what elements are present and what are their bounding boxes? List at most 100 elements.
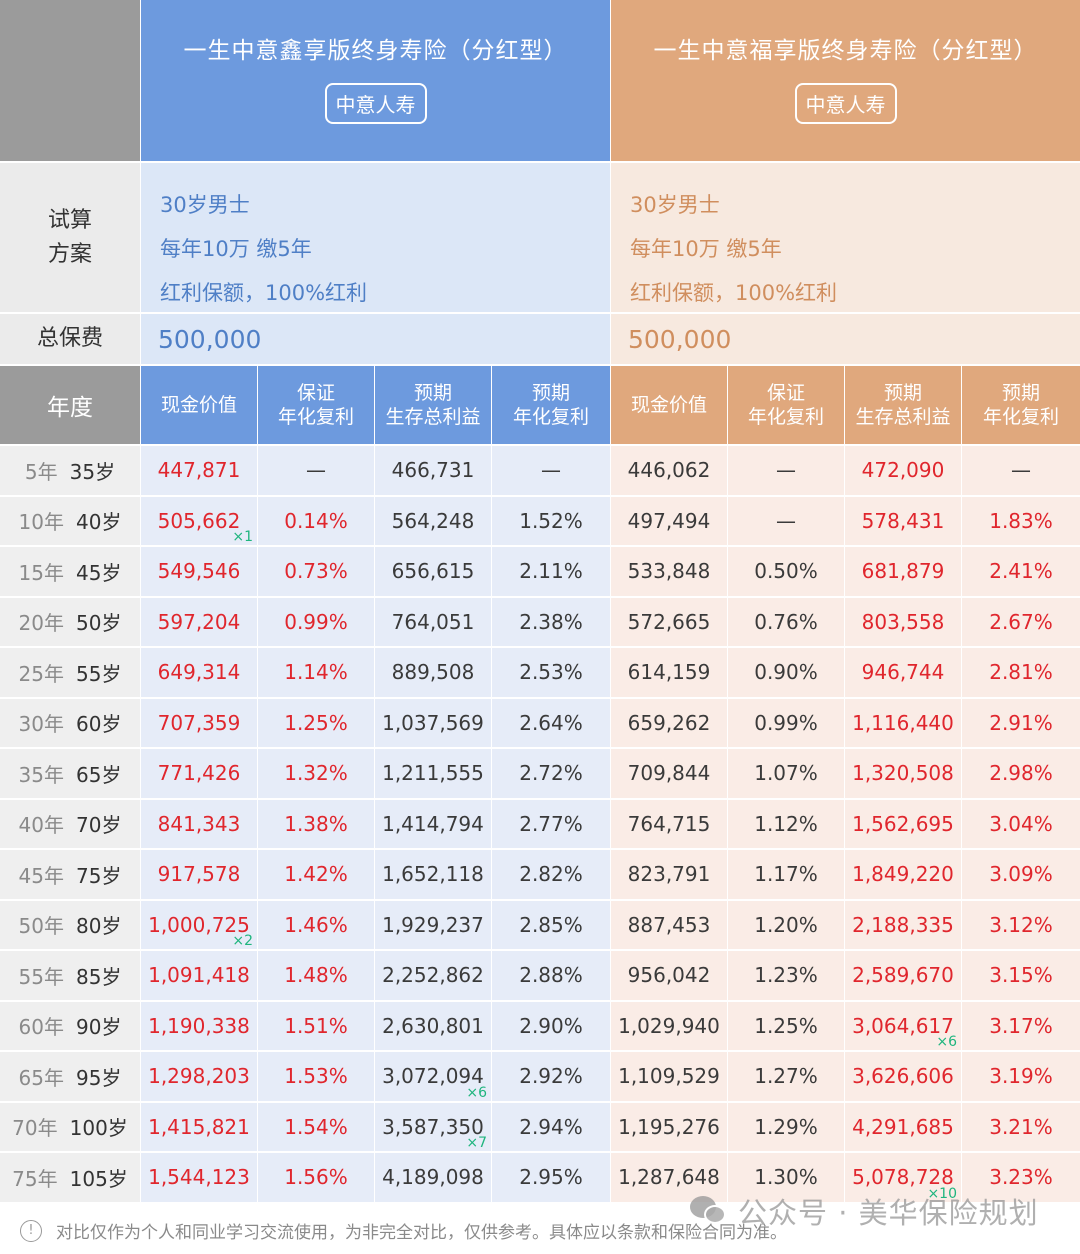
product-b-total-benefit: 1,849,220	[845, 850, 961, 899]
product-a-cash-value: 1,415,821	[141, 1102, 257, 1151]
product-b-total-benefit: 2,188,335	[845, 900, 961, 949]
cell-value: 1.14%	[284, 660, 348, 685]
multiplier-badge: ×6	[936, 1034, 957, 1050]
cell-value: 887,453	[627, 912, 711, 937]
premium-label: 总保费	[0, 314, 140, 364]
product-header-row: 一生中意鑫享版终身寿险（分红型） 中意人寿 一生中意福享版终身寿险（分红型） 中…	[0, 0, 1080, 161]
product-a-cash-value: 1,091,418	[141, 951, 257, 1000]
cell-value: 3,064,617	[852, 1013, 954, 1038]
policy-year-cell: 65年 95岁	[0, 1052, 140, 1101]
cell-value: 0.14%	[284, 508, 348, 533]
product-b-cash-value: 1,029,940	[611, 1001, 727, 1050]
cell-value: 1.54%	[284, 1114, 348, 1139]
insured-age: 35岁	[69, 459, 116, 484]
cell-value: 764,051	[391, 609, 475, 634]
product-b-cash-value: 823,791	[611, 850, 727, 899]
product-b-cash-value: 572,665	[611, 597, 727, 646]
cell-value: 549,546	[157, 559, 241, 584]
table-row: 15年 45岁 549,546 0.73% 656,615 2.11% 533,848 0.5…	[0, 547, 1080, 596]
product-a-expected-rate: 2.90%	[492, 1001, 610, 1050]
cell-value: 1,116,440	[852, 710, 954, 735]
cell-value: 1.42%	[284, 862, 348, 887]
cell-value: 4,189,098	[382, 1165, 484, 1190]
insured-age: 90岁	[76, 1015, 122, 1040]
cell-value: 4,291,685	[852, 1114, 954, 1139]
disclaimer: ! 对比仅作为个人和同业学习交流使用，为非完全对比，仅供参考。具体应以条款和保险…	[20, 1218, 787, 1243]
product-b-expected-rate: 3.12%	[962, 900, 1080, 949]
cell-value: 2.81%	[989, 660, 1053, 685]
cell-value: 1.83%	[989, 508, 1053, 533]
product-b-expected-rate: 3.15%	[962, 951, 1080, 1000]
plan-dividend: 红利保额，100%红利	[160, 281, 368, 305]
cell-value: 472,090	[861, 458, 945, 483]
policy-year: 65年	[18, 1065, 64, 1090]
cell-value: 2.90%	[519, 1013, 583, 1038]
product-a-guaranteed-rate: 1.48%	[258, 951, 374, 1000]
cell-value: 917,578	[157, 862, 241, 887]
plan-payment: 每年10万 缴5年	[160, 237, 312, 261]
col-header-text: 年化复利	[277, 406, 354, 428]
cell-value: 505,662	[157, 508, 241, 533]
product-a-total-benefit: 4,189,098	[375, 1153, 491, 1202]
cell-value: 2.72%	[519, 761, 583, 786]
cell-value: 466,731	[391, 458, 475, 483]
cell-value: 533,848	[627, 559, 711, 584]
plan-age: 30岁男士	[630, 193, 720, 217]
product-a-header: 一生中意鑫享版终身寿险（分红型） 中意人寿	[141, 0, 610, 161]
product-b-expected-rate: 3.09%	[962, 850, 1080, 899]
product-b-cash-value: 764,715	[611, 799, 727, 848]
policy-year-cell: 30年 60岁	[0, 698, 140, 747]
product-b-expected-rate: 3.21%	[962, 1102, 1080, 1151]
product-b-guaranteed-rate: —	[728, 446, 844, 495]
cell-value: 564,248	[391, 508, 475, 533]
policy-year: 30年	[18, 712, 64, 737]
cell-value: 709,844	[627, 761, 711, 786]
plan-label-line1: 试算	[47, 207, 92, 233]
product-b-guaranteed-rate: 1.25%	[728, 1001, 844, 1050]
cell-value: 1,929,237	[382, 912, 484, 937]
product-b-total-benefit: 578,431	[845, 496, 961, 545]
product-b-cash-value: 533,848	[611, 547, 727, 596]
insured-age: 55岁	[76, 661, 122, 686]
table-row: 40年 70岁 841,343 1.38% 1,414,794 2.77% 764,715 1…	[0, 799, 1080, 848]
col-header-text: 预期	[883, 382, 922, 404]
product-a-expected-rate: 2.64%	[492, 698, 610, 747]
cell-value: 446,062	[627, 458, 711, 483]
product-a-guaranteed-rate: 1.14%	[258, 648, 374, 697]
product-b-total-benefit: 946,744	[845, 648, 961, 697]
table-row: 55年 85岁 1,091,418 1.48% 2,252,862 2.88% 956,04…	[0, 951, 1080, 1000]
multiplier-badge: ×7	[466, 1135, 487, 1151]
cell-value: 2,589,670	[852, 963, 954, 988]
policy-year: 70年	[12, 1116, 58, 1141]
product-b-expected-rate: 2.91%	[962, 698, 1080, 747]
product-a-cash-value: 549,546	[141, 547, 257, 596]
product-a-expected-rate: 2.53%	[492, 648, 610, 697]
policy-year-cell: 45年 75岁	[0, 850, 140, 899]
product-a-guaranteed-rate: 0.99%	[258, 597, 374, 646]
product-a-total-benefit: 466,731	[375, 446, 491, 495]
insured-age: 50岁	[76, 611, 122, 636]
premium-row: 总保费 500,000 500,000	[0, 314, 1080, 364]
disclaimer-text: 对比仅作为个人和同业学习交流使用，为非完全对比，仅供参考。具体应以条款和保险合同…	[56, 1223, 787, 1243]
table-row: 65年 95岁 1,298,203 1.53% 3,072,094 ×6 2.92% 1,10…	[0, 1052, 1080, 1101]
cell-value: 681,879	[861, 559, 945, 584]
insured-age: 85岁	[76, 964, 122, 989]
product-a-cash-value: 505,662 ×1	[141, 496, 257, 545]
cell-value: 649,314	[157, 660, 241, 685]
product-a-total-benefit: 2,252,862	[375, 951, 491, 1000]
plan-row: 试算 方案 30岁男士 每年10万 缴5年 红利保额，100%红利 30岁男士 …	[0, 163, 1080, 312]
policy-year-cell: 20年 50岁	[0, 597, 140, 646]
column-header-row: 年度 现金价值 保证 年化复利 预期 生存总利益 预期 年化复利 现金价值 保证 年化复…	[0, 366, 1080, 444]
product-a-guaranteed-rate: 1.51%	[258, 1001, 374, 1050]
cell-value: 614,159	[627, 660, 711, 685]
policy-year-cell: 35年 65岁	[0, 749, 140, 798]
cell-value: 707,359	[157, 710, 241, 735]
cell-value: 1.12%	[754, 811, 818, 836]
product-a-cash-value: 917,578	[141, 850, 257, 899]
cell-value: 2.91%	[989, 710, 1053, 735]
product-a-total-benefit: 1,037,569	[375, 698, 491, 747]
product-b-total-benefit: 3,064,617 ×6	[845, 1001, 961, 1050]
cell-value: 1,414,794	[382, 811, 484, 836]
product-b-guaranteed-rate: 1.29%	[728, 1102, 844, 1151]
product-a-cash-value: 841,343	[141, 799, 257, 848]
